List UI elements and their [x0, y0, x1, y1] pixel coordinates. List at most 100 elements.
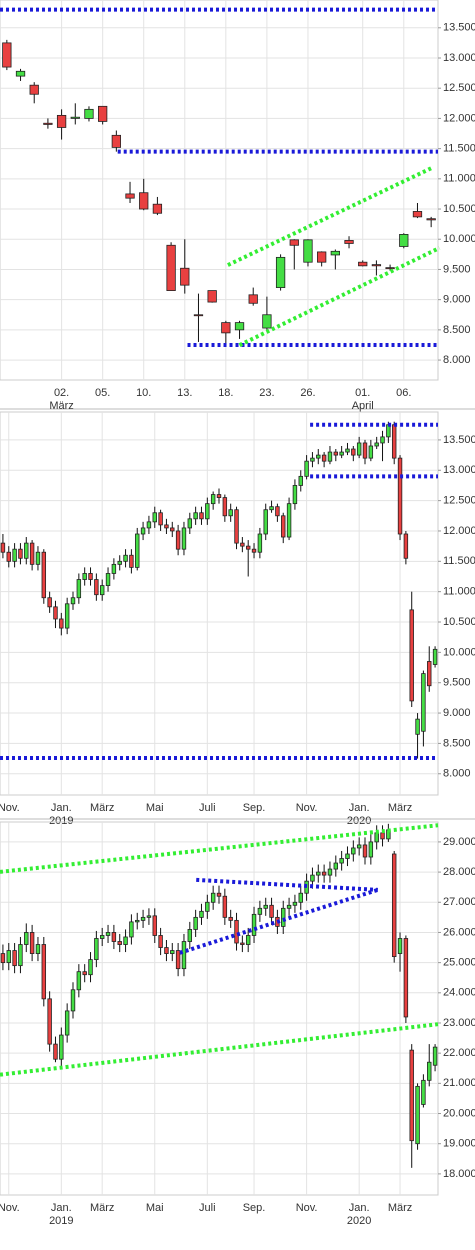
candle-body: [221, 322, 231, 334]
y-tick-label: 28.000: [443, 866, 475, 878]
trend-line: [227, 166, 433, 267]
x-tick-label: Mai: [146, 1202, 164, 1214]
candle-body: [47, 998, 52, 1045]
x-group-label: 2019: [49, 1215, 73, 1227]
candle-body: [99, 935, 105, 939]
candle-body: [139, 192, 149, 210]
candle-body: [298, 892, 303, 903]
candle-body: [427, 1061, 432, 1081]
candle-body: [251, 548, 257, 553]
candle-body: [64, 603, 70, 629]
candle-body: [140, 916, 146, 921]
trend-line: [0, 823, 439, 874]
y-tick-label: 10.500: [443, 616, 475, 628]
candle-body: [18, 944, 23, 967]
x-group-label: März: [49, 400, 73, 412]
candle-body: [344, 240, 354, 244]
candle-body: [263, 509, 268, 535]
x-tick-label: Mai: [146, 802, 164, 814]
candle-body: [105, 932, 111, 936]
y-tick-label: 21.000: [443, 1077, 475, 1089]
candle-body: [432, 1046, 438, 1066]
candle-body: [76, 579, 82, 599]
candle-body: [207, 290, 217, 303]
candle-body: [333, 862, 339, 870]
y-tick-label: 8.500: [443, 324, 471, 336]
candle-body: [146, 521, 152, 529]
candle-body: [41, 944, 47, 1000]
candle-body: [94, 579, 99, 596]
candle-body: [135, 533, 140, 568]
candle-body: [412, 211, 423, 218]
candle-body: [362, 442, 368, 459]
y-tick-label: 19.000: [443, 1138, 475, 1150]
trend-line: [0, 1022, 439, 1077]
candle-body: [368, 841, 374, 858]
candle-body: [18, 548, 23, 559]
candle-body: [111, 563, 117, 574]
candle-body: [222, 497, 228, 517]
candle-body: [303, 239, 313, 263]
candle-body: [399, 234, 409, 247]
candle-body: [245, 935, 251, 945]
candle-body: [158, 935, 163, 948]
candle-body: [351, 847, 356, 855]
candle-body: [327, 451, 333, 462]
y-tick-label: 13.500: [443, 434, 475, 446]
y-tick-label: 9.500: [443, 263, 471, 275]
x-tick-label: Jan.: [51, 1202, 72, 1214]
candle-body: [0, 542, 6, 553]
candle-body: [123, 936, 128, 945]
candle-body: [234, 509, 239, 544]
candle-body: [164, 947, 169, 954]
candle-body: [216, 494, 222, 498]
candle-body: [321, 454, 327, 462]
candle-body: [158, 512, 163, 526]
y-tick-label: 12.000: [443, 525, 475, 537]
candle-body: [125, 193, 135, 199]
candle-body: [53, 606, 58, 620]
x-tick-label: 05.: [95, 387, 110, 399]
candle-body: [193, 512, 198, 520]
candle-body: [292, 485, 298, 505]
candle-body: [391, 424, 397, 459]
candle-body: [180, 267, 190, 286]
candle-body: [374, 442, 379, 447]
candle-body: [245, 545, 251, 550]
candle-body: [64, 1010, 70, 1036]
candle-body: [205, 901, 210, 912]
candle-body: [240, 542, 245, 547]
candle-body: [53, 1043, 58, 1060]
y-tick-label: 22.000: [443, 1047, 475, 1059]
candle-body: [135, 919, 140, 923]
candle-body: [345, 448, 350, 453]
candle-body: [281, 515, 286, 538]
x-tick-label: 01.: [355, 387, 370, 399]
candle-body: [88, 573, 93, 580]
candle-body: [29, 932, 35, 954]
plot-frame: [0, 411, 439, 796]
y-tick-label: 11.500: [443, 555, 475, 567]
candle-body: [2, 42, 12, 68]
y-tick-label: 9.000: [443, 294, 471, 306]
candle-body: [35, 944, 41, 954]
candle-body: [409, 1049, 414, 1142]
y-tick-label: 10.000: [443, 233, 475, 245]
y-tick-label: 10.500: [443, 203, 475, 215]
candle-body: [111, 932, 117, 942]
candle-body: [12, 950, 17, 967]
candle-body: [152, 915, 157, 936]
candle-body: [12, 548, 17, 562]
candle-body: [397, 938, 403, 954]
x-tick-label: März: [388, 802, 412, 814]
candle-body: [263, 904, 268, 909]
candle-body: [99, 585, 105, 596]
candle-body: [356, 844, 362, 849]
trend-line: [196, 877, 378, 892]
x-tick-label: 10.: [136, 387, 151, 399]
candle-body: [275, 506, 280, 517]
candle-body: [41, 551, 47, 599]
y-tick-label: 8.000: [443, 354, 471, 366]
y-tick-label: 13.000: [443, 52, 475, 64]
